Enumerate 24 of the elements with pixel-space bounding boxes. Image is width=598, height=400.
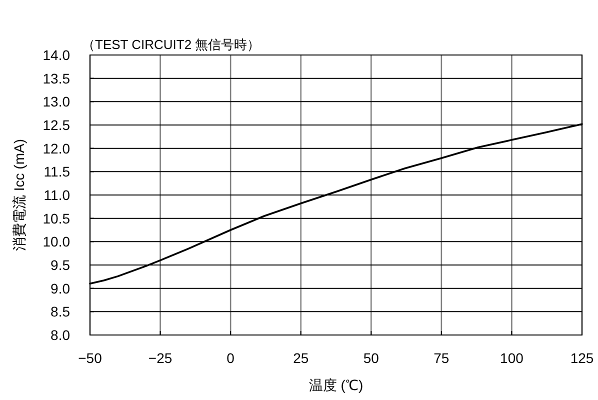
x-axis-title: 温度 (℃) [308,377,364,393]
y-tick-label: 8.5 [50,304,70,320]
x-tick-label: 50 [363,350,380,366]
y-tick-label: 8.0 [50,327,70,343]
y-tick-label: 13.5 [42,70,70,86]
chart-title: （TEST CIRCUIT2 無信号時） [82,37,260,52]
y-tick-label: 10.0 [42,234,70,250]
y-tick-label: 12.0 [42,140,70,156]
x-tick-label: 0 [226,350,235,366]
y-tick-label: 9.5 [50,257,70,273]
y-tick-label: 10.5 [42,210,70,226]
y-tick-label: 9.0 [50,280,70,296]
x-tick-label: 75 [434,350,450,366]
x-tick-label: −50 [78,350,102,366]
y-tick-label: 13.0 [42,94,70,110]
y-tick-label: 11.5 [44,164,70,180]
x-tick-label: 25 [293,350,309,366]
x-tick-label: 125 [570,350,594,366]
x-tick-label: 100 [500,350,524,366]
y-tick-label: 12.5 [42,117,70,133]
y-tick-label: 11.0 [44,187,70,203]
x-tick-label: −25 [148,350,172,366]
y-axis-title: 消費電流 Icc (mA) [11,139,27,251]
y-tick-label: 14.0 [42,47,70,63]
